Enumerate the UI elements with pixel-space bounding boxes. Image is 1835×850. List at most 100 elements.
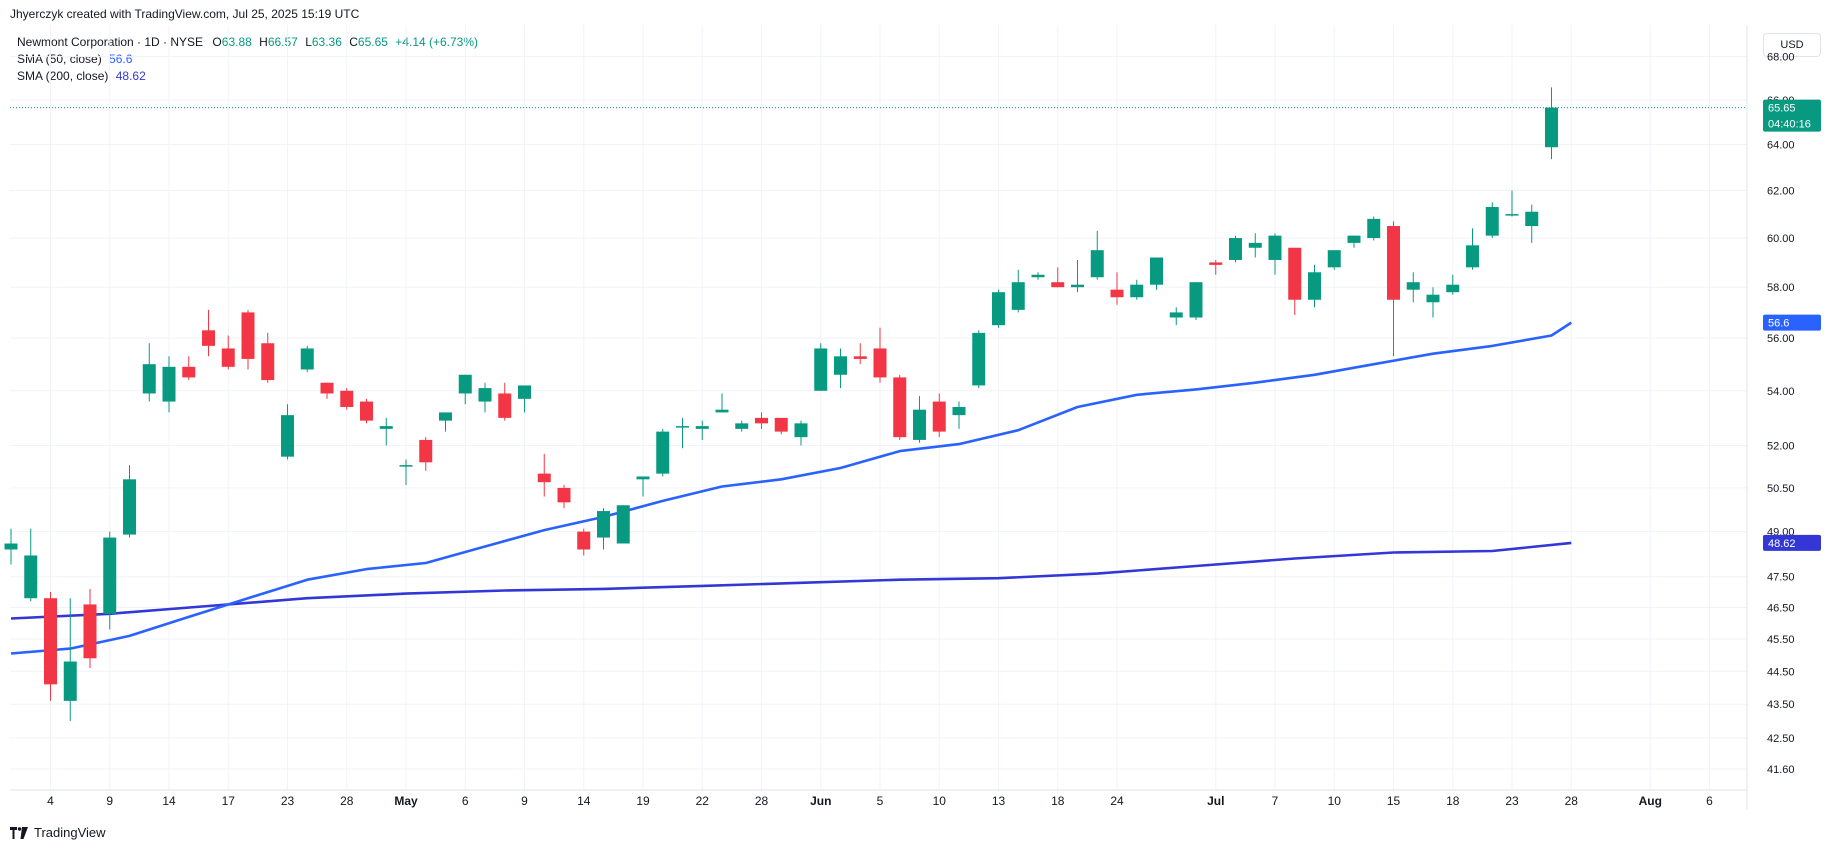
time-tick-label: 23 [281, 794, 295, 808]
candle-body [162, 366, 176, 402]
candle-body [794, 423, 808, 438]
candle [142, 343, 156, 402]
sma200-price-tag-value: 48.62 [1768, 538, 1796, 550]
time-tick-label: 18 [1051, 794, 1065, 808]
time-tick-label: 17 [222, 794, 236, 808]
candle [537, 453, 551, 497]
tradingview-logo-icon [10, 826, 28, 839]
candle-body [399, 465, 413, 467]
candle [676, 417, 689, 449]
candle-body [1110, 289, 1124, 298]
candle-body [853, 356, 867, 359]
candle-body [379, 426, 393, 429]
candle-body [814, 348, 828, 391]
candle [1090, 230, 1104, 280]
time-tick-label: Aug [1639, 794, 1662, 808]
candle-body [1387, 226, 1400, 300]
candle-body [1367, 218, 1381, 239]
candle [972, 330, 986, 389]
sma200-value: 48.62 [115, 69, 146, 83]
sma50-line [10, 321, 1573, 655]
footer-brand[interactable]: TradingView [10, 825, 106, 840]
candle-body [320, 382, 334, 394]
candle [695, 420, 709, 440]
candle [162, 356, 176, 413]
candle [241, 309, 255, 370]
sma50-row[interactable]: SMA (50, close) 56.6 [17, 51, 478, 68]
candle [557, 485, 571, 509]
candle-body [1268, 235, 1282, 260]
price-tick-label: 43.50 [1767, 699, 1795, 711]
open-value: 63.88 [221, 35, 252, 49]
change-value: +4.14 (+6.73%) [395, 35, 479, 49]
price-tick-label: 49.00 [1767, 527, 1795, 539]
time-tick-label: 4 [47, 794, 54, 808]
candle [24, 528, 38, 602]
candle [1446, 274, 1460, 295]
price-tick-label: 58.00 [1767, 282, 1795, 294]
sma50-price-tag-value: 56.6 [1768, 318, 1789, 330]
candle [261, 332, 275, 383]
candle-body [577, 531, 591, 550]
candle-body [103, 537, 117, 614]
candle-body [1051, 282, 1065, 288]
sma200-price-tag-bg [1763, 534, 1821, 551]
candle [1426, 287, 1440, 318]
time-tick-label: 9 [521, 794, 528, 808]
candle-body [300, 348, 314, 370]
time-tick-label: 5 [877, 794, 884, 808]
last-price-tag: 65.65 04:40:16 [1763, 99, 1821, 132]
candle-body [1466, 245, 1479, 268]
candle-body [518, 385, 531, 399]
price-tick-label: 52.00 [1767, 440, 1795, 452]
candle [1406, 272, 1420, 303]
candle [1130, 279, 1144, 300]
price-tick-label: 44.50 [1767, 666, 1795, 678]
candle [1248, 233, 1262, 258]
high-value: 66.57 [267, 35, 298, 49]
candle [123, 465, 136, 538]
candle-body [1169, 312, 1183, 318]
time-tick-label: 18 [1446, 794, 1460, 808]
candle-body [992, 292, 1005, 326]
symbol-name[interactable]: Newmont Corporation · 1D · NYSE [17, 35, 204, 49]
candle [399, 459, 413, 486]
candle [577, 528, 591, 556]
candle [202, 309, 215, 357]
candle-body [656, 431, 670, 474]
candle [774, 417, 788, 435]
candle [221, 335, 235, 370]
candle-body [913, 409, 926, 440]
sma50-label: SMA (50, close) [17, 52, 102, 66]
candle [1466, 228, 1479, 270]
candle-body [1485, 206, 1499, 236]
candle-body [1150, 257, 1163, 285]
candle [379, 417, 393, 446]
candle [834, 348, 847, 389]
candle [182, 356, 196, 381]
candle-body [1406, 282, 1420, 290]
time-tick-label: Jul [1207, 794, 1224, 808]
close-label: C [349, 35, 358, 49]
candle-body [893, 377, 907, 438]
last-price-tag-bg [1763, 99, 1821, 132]
candle [873, 327, 887, 383]
time-tick-label: 22 [696, 794, 710, 808]
sma200-row[interactable]: SMA (200, close) 48.62 [17, 68, 478, 85]
candle [300, 345, 314, 373]
candle [4, 528, 18, 565]
time-tick-label: 14 [577, 794, 591, 808]
candle-body [1308, 272, 1321, 300]
candle-body [557, 487, 571, 503]
candle-body [241, 312, 255, 359]
time-tick-label: 28 [340, 794, 354, 808]
candle [952, 401, 966, 429]
time-tick-label: 19 [636, 794, 650, 808]
candle-body [63, 661, 77, 701]
candle-body [439, 412, 452, 421]
candle-body [715, 409, 729, 413]
currency-button[interactable]: USD [1763, 33, 1821, 57]
candle [439, 412, 452, 432]
candle-body [1248, 242, 1262, 248]
